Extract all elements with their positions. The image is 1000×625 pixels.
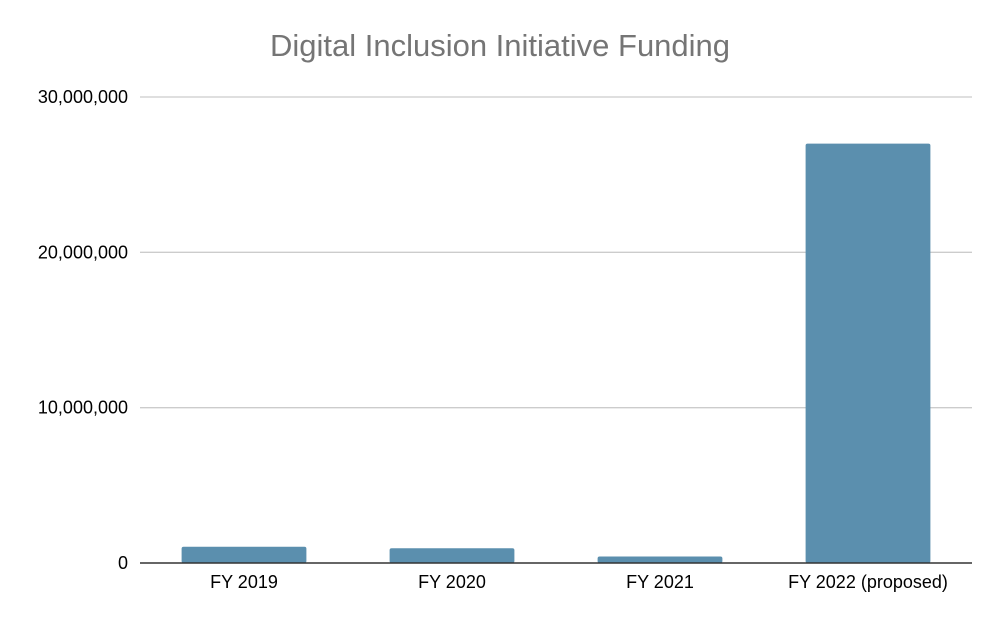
x-tick-label: FY 2019 — [210, 572, 278, 592]
x-tick-label: FY 2021 — [626, 572, 694, 592]
y-tick-label: 20,000,000 — [38, 242, 128, 262]
y-tick-label: 10,000,000 — [38, 398, 128, 418]
bar — [805, 143, 931, 563]
x-tick-label: FY 2022 (proposed) — [788, 572, 948, 592]
bars — [181, 143, 931, 563]
x-tick-label: FY 2020 — [418, 572, 486, 592]
y-tick-label: 0 — [118, 553, 128, 573]
bar — [181, 546, 307, 563]
bar — [597, 556, 723, 563]
bar — [389, 548, 515, 563]
x-axis-ticks: FY 2019 FY 2020 FY 2021 FY 2022 (proposed) — [210, 572, 948, 592]
y-axis-ticks: 0 10,000,000 20,000,000 30,000,000 — [38, 87, 128, 573]
chart-title: Digital Inclusion Initiative Funding — [269, 28, 731, 63]
y-tick-label: 30,000,000 — [38, 87, 128, 107]
